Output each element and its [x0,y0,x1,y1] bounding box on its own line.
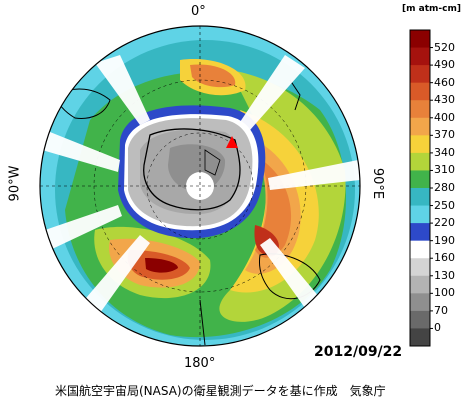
color-bar-tick-label: 490 [434,58,455,72]
color-bar-segment [410,205,430,224]
color-bar-segment [410,135,430,154]
color-bar-tick-label: 190 [434,233,455,247]
color-bar-tick-label: 310 [434,163,455,177]
color-bar-tick-label: 520 [434,40,455,54]
color-bar-tick-label: 70 [434,303,448,317]
color-bar-tick-label: 460 [434,75,455,89]
color-bar-segment [410,47,430,66]
date-label: 2012/09/22 [314,344,403,360]
credit-caption: 米国航空宇宙局(NASA)の衛星観測データを基に作成 気象庁 [55,384,386,398]
color-bar-segment [410,223,430,242]
color-bar-segment [410,275,430,294]
color-bar-segment [410,258,430,277]
color-bar-segment [410,310,430,329]
color-bar-tick-label: 370 [434,128,455,142]
color-bar-tick-label: 130 [434,268,455,282]
color-bar-segment [410,30,430,49]
ozone-field [40,26,360,346]
color-bar-segment [410,100,430,119]
marker-triangle-icon [226,136,238,148]
map-boundary [39,25,361,347]
color-bar-segment [410,170,430,189]
color-bar-tick-label: 430 [434,93,455,107]
color-bar-tick-label: 400 [434,110,455,124]
color-bar-segment [410,117,430,136]
color-bar-segment [410,65,430,84]
color-bar-segment [410,188,430,207]
longitude-label-bottom: 180° [184,356,216,371]
color-bar-tick-label: 250 [434,198,455,212]
color-bar-segment [410,152,430,171]
color-bar-tick-label: 100 [434,286,455,300]
unit-label: [m atm-cm] [402,4,461,14]
color-bar-tick-label: 340 [434,145,455,159]
color-bar-tick-label: 0 [434,321,441,335]
color-bar-tick-label: 280 [434,181,455,194]
color-bar-segment [410,293,430,312]
longitude-label-top: 0° [191,4,206,19]
longitude-label-right: 90°E [370,167,386,200]
color-bar-tick-label: 160 [434,251,455,265]
color-bar-segment [410,240,430,259]
longitude-label-left: 90°W [7,165,23,202]
color-bar [409,29,433,347]
color-bar-segment [410,328,430,347]
color-bar-segment [410,82,430,101]
color-bar-tick-label: 220 [434,216,455,230]
